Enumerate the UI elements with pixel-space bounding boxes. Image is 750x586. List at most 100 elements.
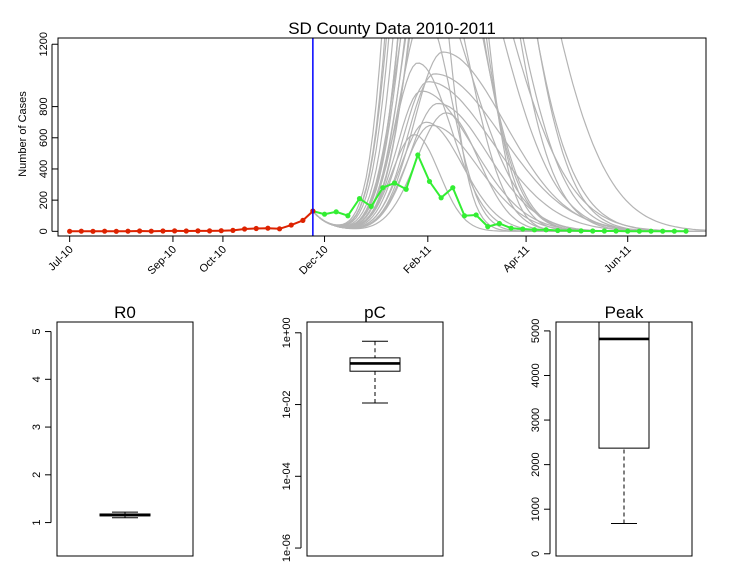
forecast-point: [461, 213, 468, 219]
forecast-point: [683, 228, 689, 234]
forecast-point: [520, 226, 526, 232]
y-tick-label: 1000: [530, 497, 542, 521]
observed-point: [276, 226, 283, 232]
forecast-point: [590, 228, 596, 234]
forecast-point: [613, 228, 619, 234]
boxplot-r0: R0 1 2 3 4 5: [31, 303, 194, 557]
y-axis-ticks: 0 200 400 600 800 1200: [38, 32, 58, 234]
forecast-point: [660, 228, 666, 234]
observed-point: [113, 228, 119, 234]
y-tick-label: 0: [530, 551, 542, 557]
forecast-point: [333, 209, 339, 215]
y-tick-label: 1e-02: [281, 390, 293, 418]
observed-point: [218, 228, 224, 234]
forecast-point: [578, 228, 584, 234]
box-iqr: [598, 321, 650, 449]
y-tick-label: 3000: [530, 408, 542, 432]
observed-point: [230, 227, 236, 233]
boxplot-r0-title: R0: [114, 303, 136, 322]
observed-point: [253, 225, 259, 232]
x-tick-label: Feb-11: [401, 244, 434, 277]
y-tick-label: 1e-06: [281, 534, 293, 562]
forecast-point: [625, 228, 631, 234]
forecast-point: [415, 152, 421, 158]
boxplot-pc-frame: [306, 321, 444, 557]
x-tick-label: Sep-10: [145, 244, 179, 278]
observed-point: [148, 228, 154, 234]
boxplot-pc: pC 1e-06 1e-04 1e-02 1e+00: [281, 303, 444, 562]
forecast-point: [648, 228, 654, 234]
chart-title: SD County Data 2010-2011: [288, 19, 496, 38]
y-axis-label: Number of Cases: [17, 91, 29, 177]
observed-point: [288, 222, 294, 228]
y-tick-label: 2000: [530, 452, 542, 476]
x-tick-label: Oct-10: [197, 244, 229, 276]
x-tick-label: Jun-11: [602, 244, 634, 276]
plot-frame: [57, 37, 707, 237]
y-tick-label: 1: [31, 520, 43, 526]
forecast-point: [473, 212, 479, 218]
y-tick-label: 5000: [530, 319, 542, 343]
observed-point: [265, 225, 271, 231]
y-tick-label: 200: [38, 191, 50, 209]
forecast-point: [636, 228, 642, 234]
forecast-point: [380, 185, 386, 191]
y-tick-label: 800: [38, 97, 50, 115]
boxplot-peak-frame: [555, 321, 693, 557]
projection-curve: [312, 38, 706, 232]
forecast-point: [391, 180, 398, 186]
boxplot-pc-body: 1e-06 1e-04 1e-02 1e+00: [281, 317, 401, 562]
forecast-point: [531, 227, 538, 233]
forecast-point: [671, 228, 677, 234]
observed-line: [69, 210, 314, 233]
forecast-point: [356, 195, 363, 202]
y-tick-label: 2: [31, 472, 43, 478]
forecast-point: [543, 227, 549, 233]
observed-point: [241, 226, 248, 232]
observed-point: [78, 228, 84, 234]
observed-point: [183, 228, 189, 234]
y-tick-label: 4: [31, 376, 43, 382]
y-tick-label: 5: [31, 328, 43, 334]
boxplot-pc-title: pC: [364, 303, 386, 322]
forecast-point: [450, 185, 456, 191]
observed-point: [300, 217, 306, 224]
boxplot-r0-body: 1 2 3 4 5: [31, 328, 151, 526]
y-tick-label: 0: [38, 228, 50, 234]
timeseries-panel: SD County Data 2010-2011 Number of Cases…: [17, 19, 707, 277]
observed-point: [137, 228, 143, 234]
x-tick-label: Apr-11: [501, 244, 532, 275]
observed-series: [67, 208, 316, 234]
y-tick-label: 3: [31, 424, 43, 430]
boxplot-peak-title: Peak: [605, 303, 644, 322]
observed-point: [125, 228, 131, 234]
y-tick-label: 1200: [38, 32, 50, 56]
forecast-point: [438, 195, 444, 201]
forecast-point: [485, 224, 491, 230]
forecast-point: [345, 213, 351, 219]
y-tick-label: 600: [38, 129, 50, 147]
forecast-point: [496, 220, 503, 227]
observed-point: [67, 228, 73, 234]
forecast-point: [368, 203, 374, 209]
forecast-point: [601, 228, 607, 234]
observed-point: [90, 228, 96, 234]
y-tick-label: 400: [38, 160, 50, 178]
x-tick-label: Dec-10: [297, 244, 331, 278]
y-tick-label: 4000: [530, 363, 542, 387]
x-axis-ticks: Jul-10 Sep-10 Oct-10 Dec-10 Feb-11 Apr-11 Jun-…: [46, 236, 634, 277]
forecast-point: [321, 211, 328, 217]
forecast-point: [566, 227, 573, 234]
y-tick-label: 1e+00: [281, 317, 293, 348]
observed-point: [206, 228, 213, 234]
observed-point: [160, 228, 166, 234]
forecast-point: [555, 227, 561, 234]
x-tick-label: Jul-10: [46, 244, 76, 274]
boxplot-r0-frame: [56, 321, 194, 557]
observed-point: [195, 228, 201, 234]
observed-point: [172, 228, 178, 234]
forecast-point: [403, 186, 409, 192]
boxplot-peak-body: 0 1000 2000 3000 4000 5000: [530, 319, 650, 557]
boxplot-peak: Peak 0 1000 2000 3000 4000 5000: [530, 303, 693, 557]
